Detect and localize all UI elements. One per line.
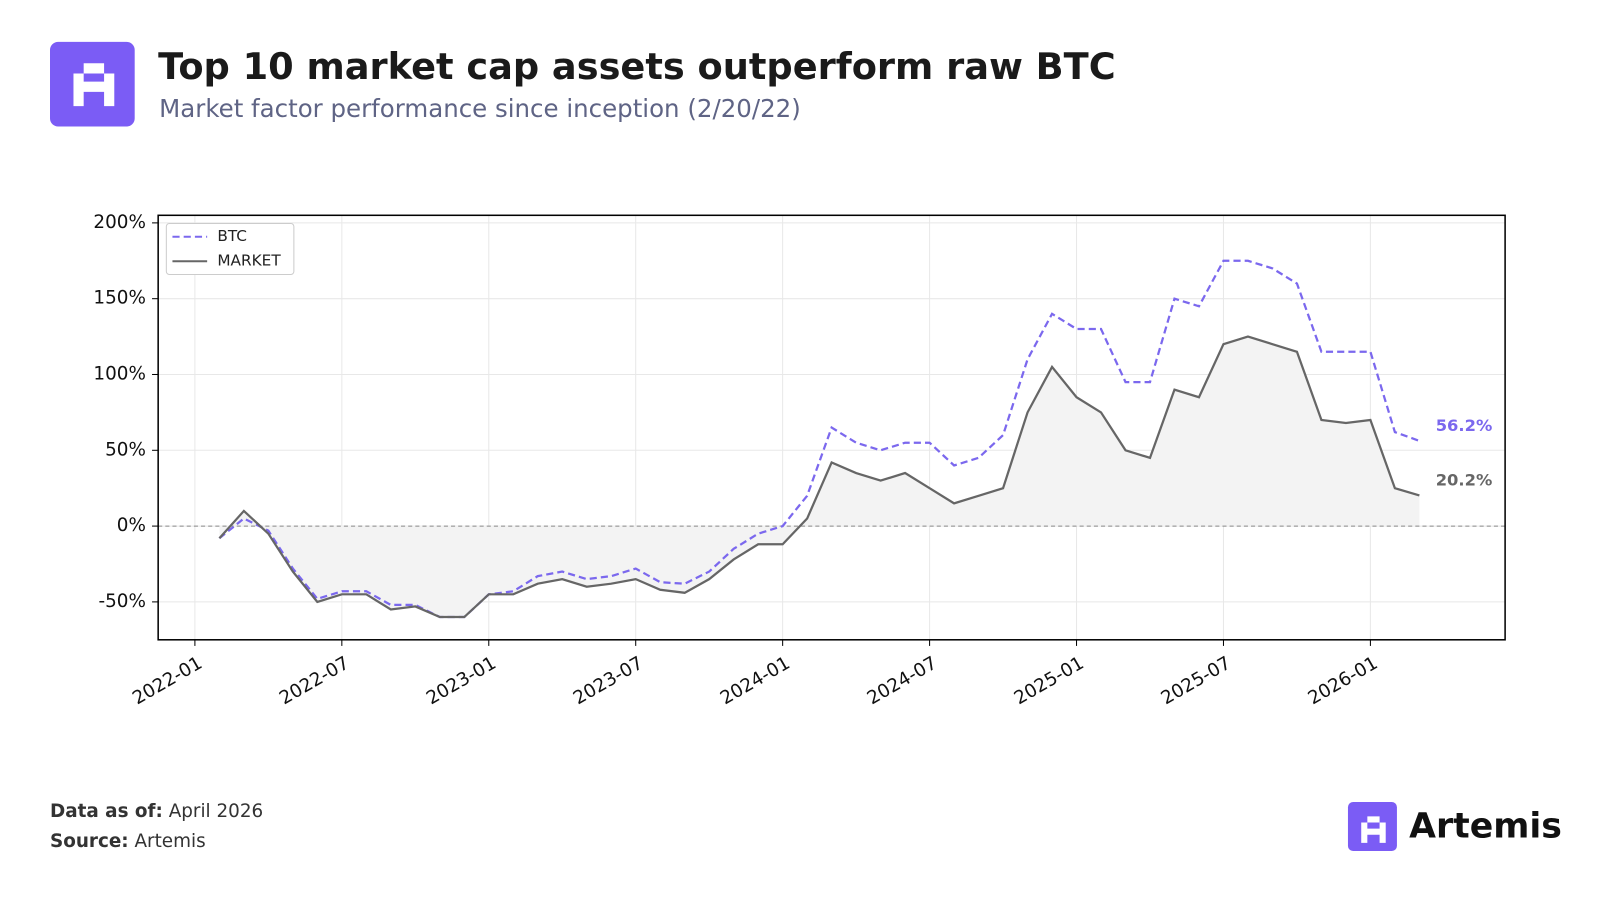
plot-frame: [157, 214, 1506, 641]
footer-date: Data as of: April 2026: [50, 801, 263, 822]
subtitle: Market factor performance since inceptio…: [159, 94, 801, 123]
footer-source-label: Source:: [50, 831, 129, 852]
brand-name: Artemis: [1409, 807, 1562, 847]
x-tick-label: 2023-07: [570, 653, 647, 710]
title: Top 10 market cap assets outperform raw …: [158, 45, 1116, 88]
line: [218, 259, 1420, 619]
x-tick-label: 2025-07: [1158, 653, 1235, 710]
footer-source: Source: Artemis: [50, 831, 206, 852]
y-tick-label: -50%: [98, 591, 145, 612]
x-tick-label: 2024-01: [717, 653, 794, 710]
y-tick-label: 200%: [93, 212, 145, 233]
brand-glyph: [1361, 816, 1386, 843]
brand-logo: [1347, 802, 1397, 852]
footer-date-label: Data as of:: [50, 801, 163, 822]
legend-label: BTC: [217, 227, 247, 245]
y-tick-label: 50%: [105, 439, 146, 460]
y-tick-label: 100%: [93, 363, 145, 384]
x-tick-label: 2024-07: [864, 653, 941, 710]
legend-label: MARKET: [217, 252, 281, 270]
footer-date-value: April 2026: [169, 801, 264, 822]
footer-source-value: Artemis: [134, 831, 205, 852]
end-label: 56.2%: [1436, 416, 1493, 435]
x-tick-label: 2022-01: [129, 653, 206, 710]
x-tick-label: 2026-01: [1305, 653, 1382, 710]
logo-glyph: [73, 63, 115, 107]
x-tick-label: 2022-07: [276, 653, 353, 710]
x-tick-label: 2025-01: [1011, 653, 1088, 710]
x-tick-label: 2023-01: [423, 653, 500, 710]
y-tick-label: 150%: [93, 288, 145, 309]
end-label: 20.2%: [1436, 471, 1493, 490]
area: [219, 336, 1420, 618]
y-tick-label: 0%: [117, 515, 146, 536]
line: [218, 335, 1420, 619]
